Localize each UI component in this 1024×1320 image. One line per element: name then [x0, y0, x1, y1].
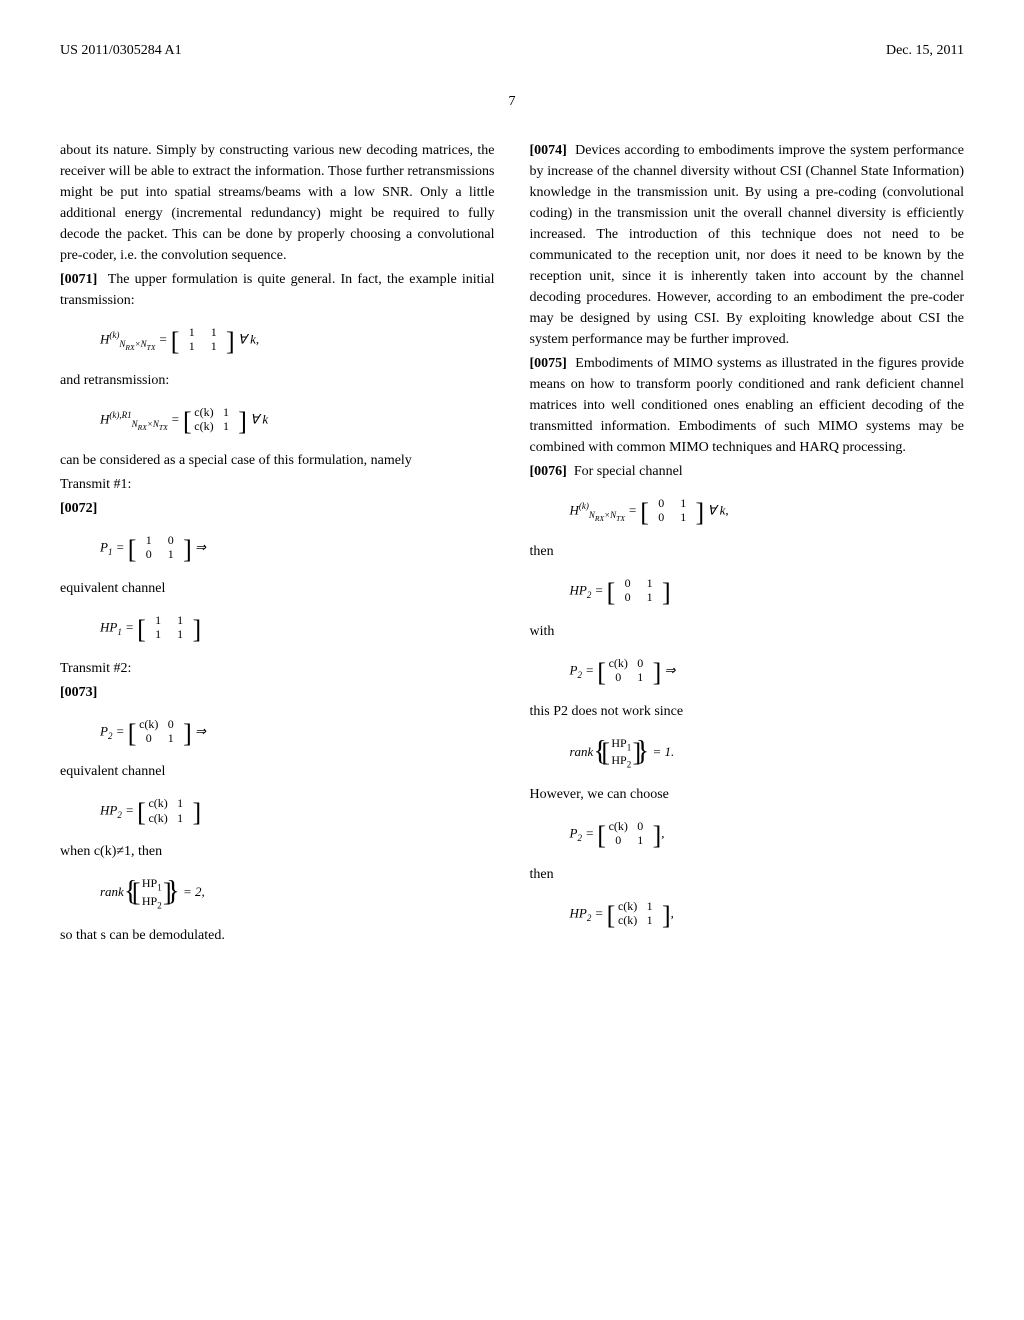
para-0072: [0072] — [60, 498, 495, 519]
para-0074: [0074] Devices according to embodiments … — [530, 140, 965, 350]
para-0071: [0071] The upper formulation is quite ge… — [60, 269, 495, 311]
patent-number: US 2011/0305284 A1 — [60, 40, 182, 61]
para-0075: [0075] Embodiments of MIMO systems as il… — [530, 353, 965, 458]
equiv-channel-2: equivalent channel — [60, 761, 495, 782]
formula-hp2-left: HP2 = c(k)1 c(k)1 — [100, 796, 495, 827]
para-0076: [0076] For special channel — [530, 461, 965, 482]
formula-rank2: rank HP1 HP2 = 2, — [100, 876, 495, 910]
formula-rank1: rank HP1 HP2 = 1. — [570, 736, 965, 770]
intro-paragraph: about its nature. Simply by constructing… — [60, 140, 495, 266]
formula-p2-choose: P2 = c(k)0 01 , — [570, 819, 965, 850]
two-column-layout: about its nature. Simply by constructing… — [60, 137, 964, 949]
when-ck: when c(k)≠1, then — [60, 841, 495, 862]
not-work: this P2 does not work since — [530, 701, 965, 722]
transmit1-label: Transmit #1: — [60, 474, 495, 495]
however: However, we can choose — [530, 784, 965, 805]
right-column: [0074] Devices according to embodiments … — [530, 137, 965, 949]
page-number: 7 — [60, 91, 964, 112]
formula-h-retrans: H(k),R1NRX×NTX = c(k)1 c(k)1 ∀ k — [100, 405, 495, 436]
then-1: then — [530, 541, 965, 562]
special-case-text: can be considered as a special case of t… — [60, 450, 495, 471]
formula-p1: P1 = 10 01 ⇒ — [100, 533, 495, 564]
formula-p2-left: P2 = c(k)0 01 ⇒ — [100, 717, 495, 748]
formula-hp2-01: HP2 = 01 01 — [570, 576, 965, 607]
formula-hp2-final: HP2 = c(k)1 c(k)1 , — [570, 899, 965, 930]
formula-hp1: HP1 = 11 11 — [100, 613, 495, 644]
formula-h-initial: H(k)NRX×NTX = 11 11 ∀ k, — [100, 325, 495, 356]
patent-date: Dec. 15, 2011 — [886, 40, 964, 61]
then-2: then — [530, 864, 965, 885]
para-0073: [0073] — [60, 682, 495, 703]
left-column: about its nature. Simply by constructing… — [60, 137, 495, 949]
formula-p2-right: P2 = c(k)0 01 ⇒ — [570, 656, 965, 687]
formula-h-special: H(k)NRX×NTX = 01 01 ∀ k, — [570, 496, 965, 527]
and-retransmission: and retransmission: — [60, 370, 495, 391]
so-that: so that s can be demodulated. — [60, 925, 495, 946]
transmit2-label: Transmit #2: — [60, 658, 495, 679]
equiv-channel-1: equivalent channel — [60, 578, 495, 599]
with: with — [530, 621, 965, 642]
